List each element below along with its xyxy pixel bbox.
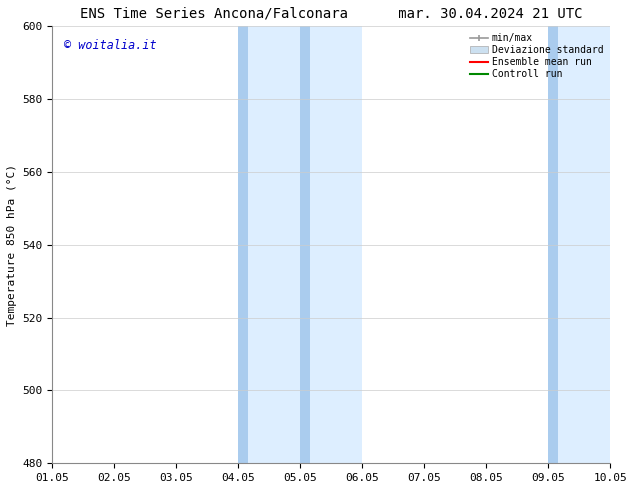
Y-axis label: Temperature 850 hPa (°C): Temperature 850 hPa (°C) [7, 164, 17, 326]
Bar [238, 26, 362, 464]
Bar [548, 26, 557, 464]
Bar [548, 26, 610, 464]
Text: © woitalia.it: © woitalia.it [63, 39, 156, 52]
Title: ENS Time Series Ancona/Falconara      mar. 30.04.2024 21 UTC: ENS Time Series Ancona/Falconara mar. 30… [80, 7, 583, 21]
Bar [238, 26, 248, 464]
Bar [301, 26, 309, 464]
Legend: min/max, Deviazione standard, Ensemble mean run, Controll run: min/max, Deviazione standard, Ensemble m… [467, 29, 607, 83]
